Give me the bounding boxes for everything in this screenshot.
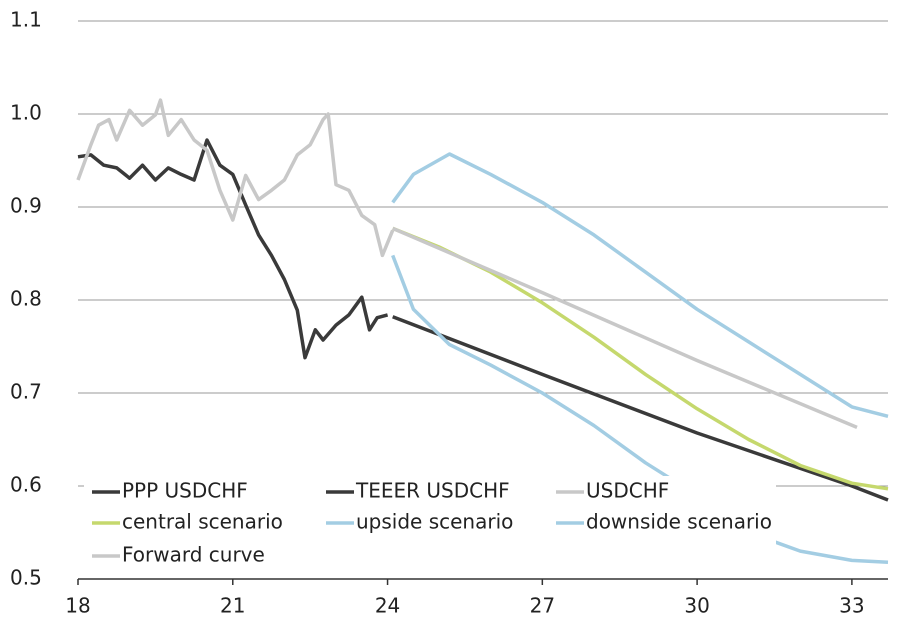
x-tick-label: 21 (220, 594, 245, 618)
y-tick-label: 0.6 (10, 473, 42, 497)
y-tick-label: 1.0 (10, 101, 42, 125)
series-line (391, 254, 889, 565)
legend-label: TEEER USDCHF (355, 479, 510, 503)
y-tick-label: 1.1 (10, 8, 42, 32)
series-line (392, 226, 858, 430)
legend-label: central scenario (122, 510, 283, 534)
y-tick-label: 0.7 (10, 380, 42, 404)
y-tick-label: 0.9 (10, 194, 42, 218)
series-line (391, 152, 889, 418)
series-line (76, 98, 395, 258)
x-tick-label: 24 (375, 594, 400, 618)
series-line (392, 315, 889, 502)
legend-label: USDCHF (586, 479, 669, 503)
x-tick-label: 30 (684, 594, 709, 618)
legend-box (84, 476, 776, 572)
legend-label: PPP USDCHF (122, 479, 248, 503)
x-tick-label: 33 (839, 594, 864, 618)
x-tick-label: 18 (65, 594, 90, 618)
legend-label: upside scenario (356, 510, 513, 534)
x-tick-label: 27 (530, 594, 555, 618)
legend-label: downside scenario (586, 510, 772, 534)
legend-label: Forward curve (122, 543, 265, 567)
series-line (77, 138, 389, 360)
y-tick-label: 0.8 (10, 287, 42, 311)
y-tick-label: 0.5 (10, 566, 42, 590)
